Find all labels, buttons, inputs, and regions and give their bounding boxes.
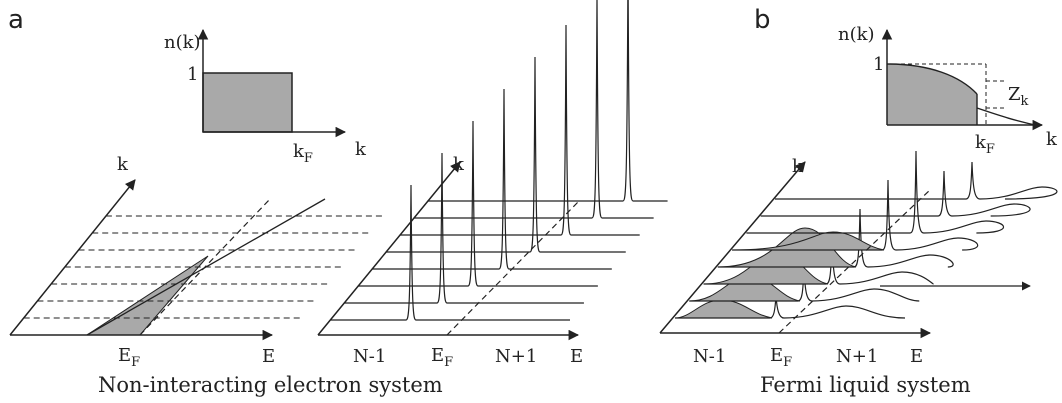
spectra-a-k-label: k — [453, 154, 465, 175]
spectra-b-n-minus-label: N-1 — [693, 346, 726, 367]
spectra-b-e-label: E — [910, 346, 923, 367]
panel-b-caption: Fermi liquid system — [760, 373, 971, 397]
inset-b-distribution: n(k) 1 Zk kF k — [838, 24, 1058, 157]
delta-spectrum-trace — [427, 0, 668, 202]
inset-a-y-label: n(k) — [164, 32, 201, 53]
spectra-a-n-minus-label: N-1 — [353, 346, 386, 367]
spectra-b-traces — [674, 150, 1058, 319]
dispersion-band-line — [86, 198, 326, 336]
quasiparticle-spectrum-trace — [675, 295, 906, 319]
panel-a-caption: Non-interacting electron system — [98, 373, 443, 397]
quasiparticle-spectrum-trace — [746, 150, 1004, 234]
spectra-a-fermi-level-line — [446, 199, 581, 336]
inset-a-y-tick: 1 — [187, 64, 198, 85]
inset-b-x-label: k — [1046, 129, 1058, 150]
dispersion-e-label: E — [262, 346, 275, 367]
delta-spectrum-trace — [371, 88, 612, 270]
spectra-b-ef-label: EF — [770, 345, 792, 370]
spectra-a: k N-1 EF N+1 E — [317, 0, 668, 370]
spectra-a-n-plus-label: N+1 — [495, 346, 537, 367]
spectra-b-fermi-level-line — [778, 189, 931, 334]
dispersion-k-axis — [9, 179, 136, 336]
dispersion-k-label: k — [117, 154, 129, 175]
occupied-region — [85, 255, 209, 336]
dispersion-ef-label: EF — [118, 345, 140, 370]
inset-b-filled-area — [887, 64, 977, 125]
delta-spectrum-trace — [385, 56, 626, 253]
inset-b-z-label: Zk — [1008, 84, 1029, 109]
delta-spectrum-trace — [343, 152, 584, 304]
quasiparticle-spectrum-trace — [760, 170, 1031, 217]
spectra-b: k N-1 EF N+1 E — [659, 150, 1058, 370]
inset-a-filled-area — [202, 72, 293, 133]
panel-b-letter: b — [754, 5, 771, 35]
dispersion-plane: k EF E — [9, 154, 386, 370]
spectra-a-e-label: E — [570, 346, 583, 367]
inset-a-step-distribution: n(k) 1 k kF — [164, 28, 367, 166]
panel-a-letter: a — [8, 5, 24, 35]
inset-a-kf-label: kF — [293, 141, 313, 166]
inset-b-kf-label: kF — [975, 132, 995, 157]
delta-spectrum-trace — [357, 120, 598, 287]
incoherent-hump — [732, 231, 885, 251]
inset-a-x-label: k — [355, 139, 367, 160]
delta-spectrum-trace — [413, 0, 654, 219]
spectra-b-n-plus-label: N+1 — [836, 346, 878, 367]
spectra-a-traces — [330, 0, 668, 321]
delta-spectrum-trace — [399, 24, 640, 236]
spectra-a-ef-label: EF — [431, 345, 453, 370]
incoherent-hump — [674, 299, 773, 319]
inset-b-y-tick: 1 — [873, 54, 884, 75]
spectra-a-k-axis — [317, 161, 461, 336]
inset-b-y-label: n(k) — [838, 24, 875, 45]
quasiparticle-spectrum-trace — [703, 237, 934, 285]
dispersion-fermi-level-line — [139, 198, 271, 336]
quasiparticle-spectrum-trace — [732, 179, 979, 251]
quasiparticle-spectrum-trace — [774, 161, 1058, 200]
delta-spectrum-trace — [330, 184, 570, 321]
spectra-b-k-axis — [659, 161, 806, 334]
dispersion-grid-lines — [23, 215, 386, 319]
spectra-b-k-label: k — [792, 156, 804, 177]
